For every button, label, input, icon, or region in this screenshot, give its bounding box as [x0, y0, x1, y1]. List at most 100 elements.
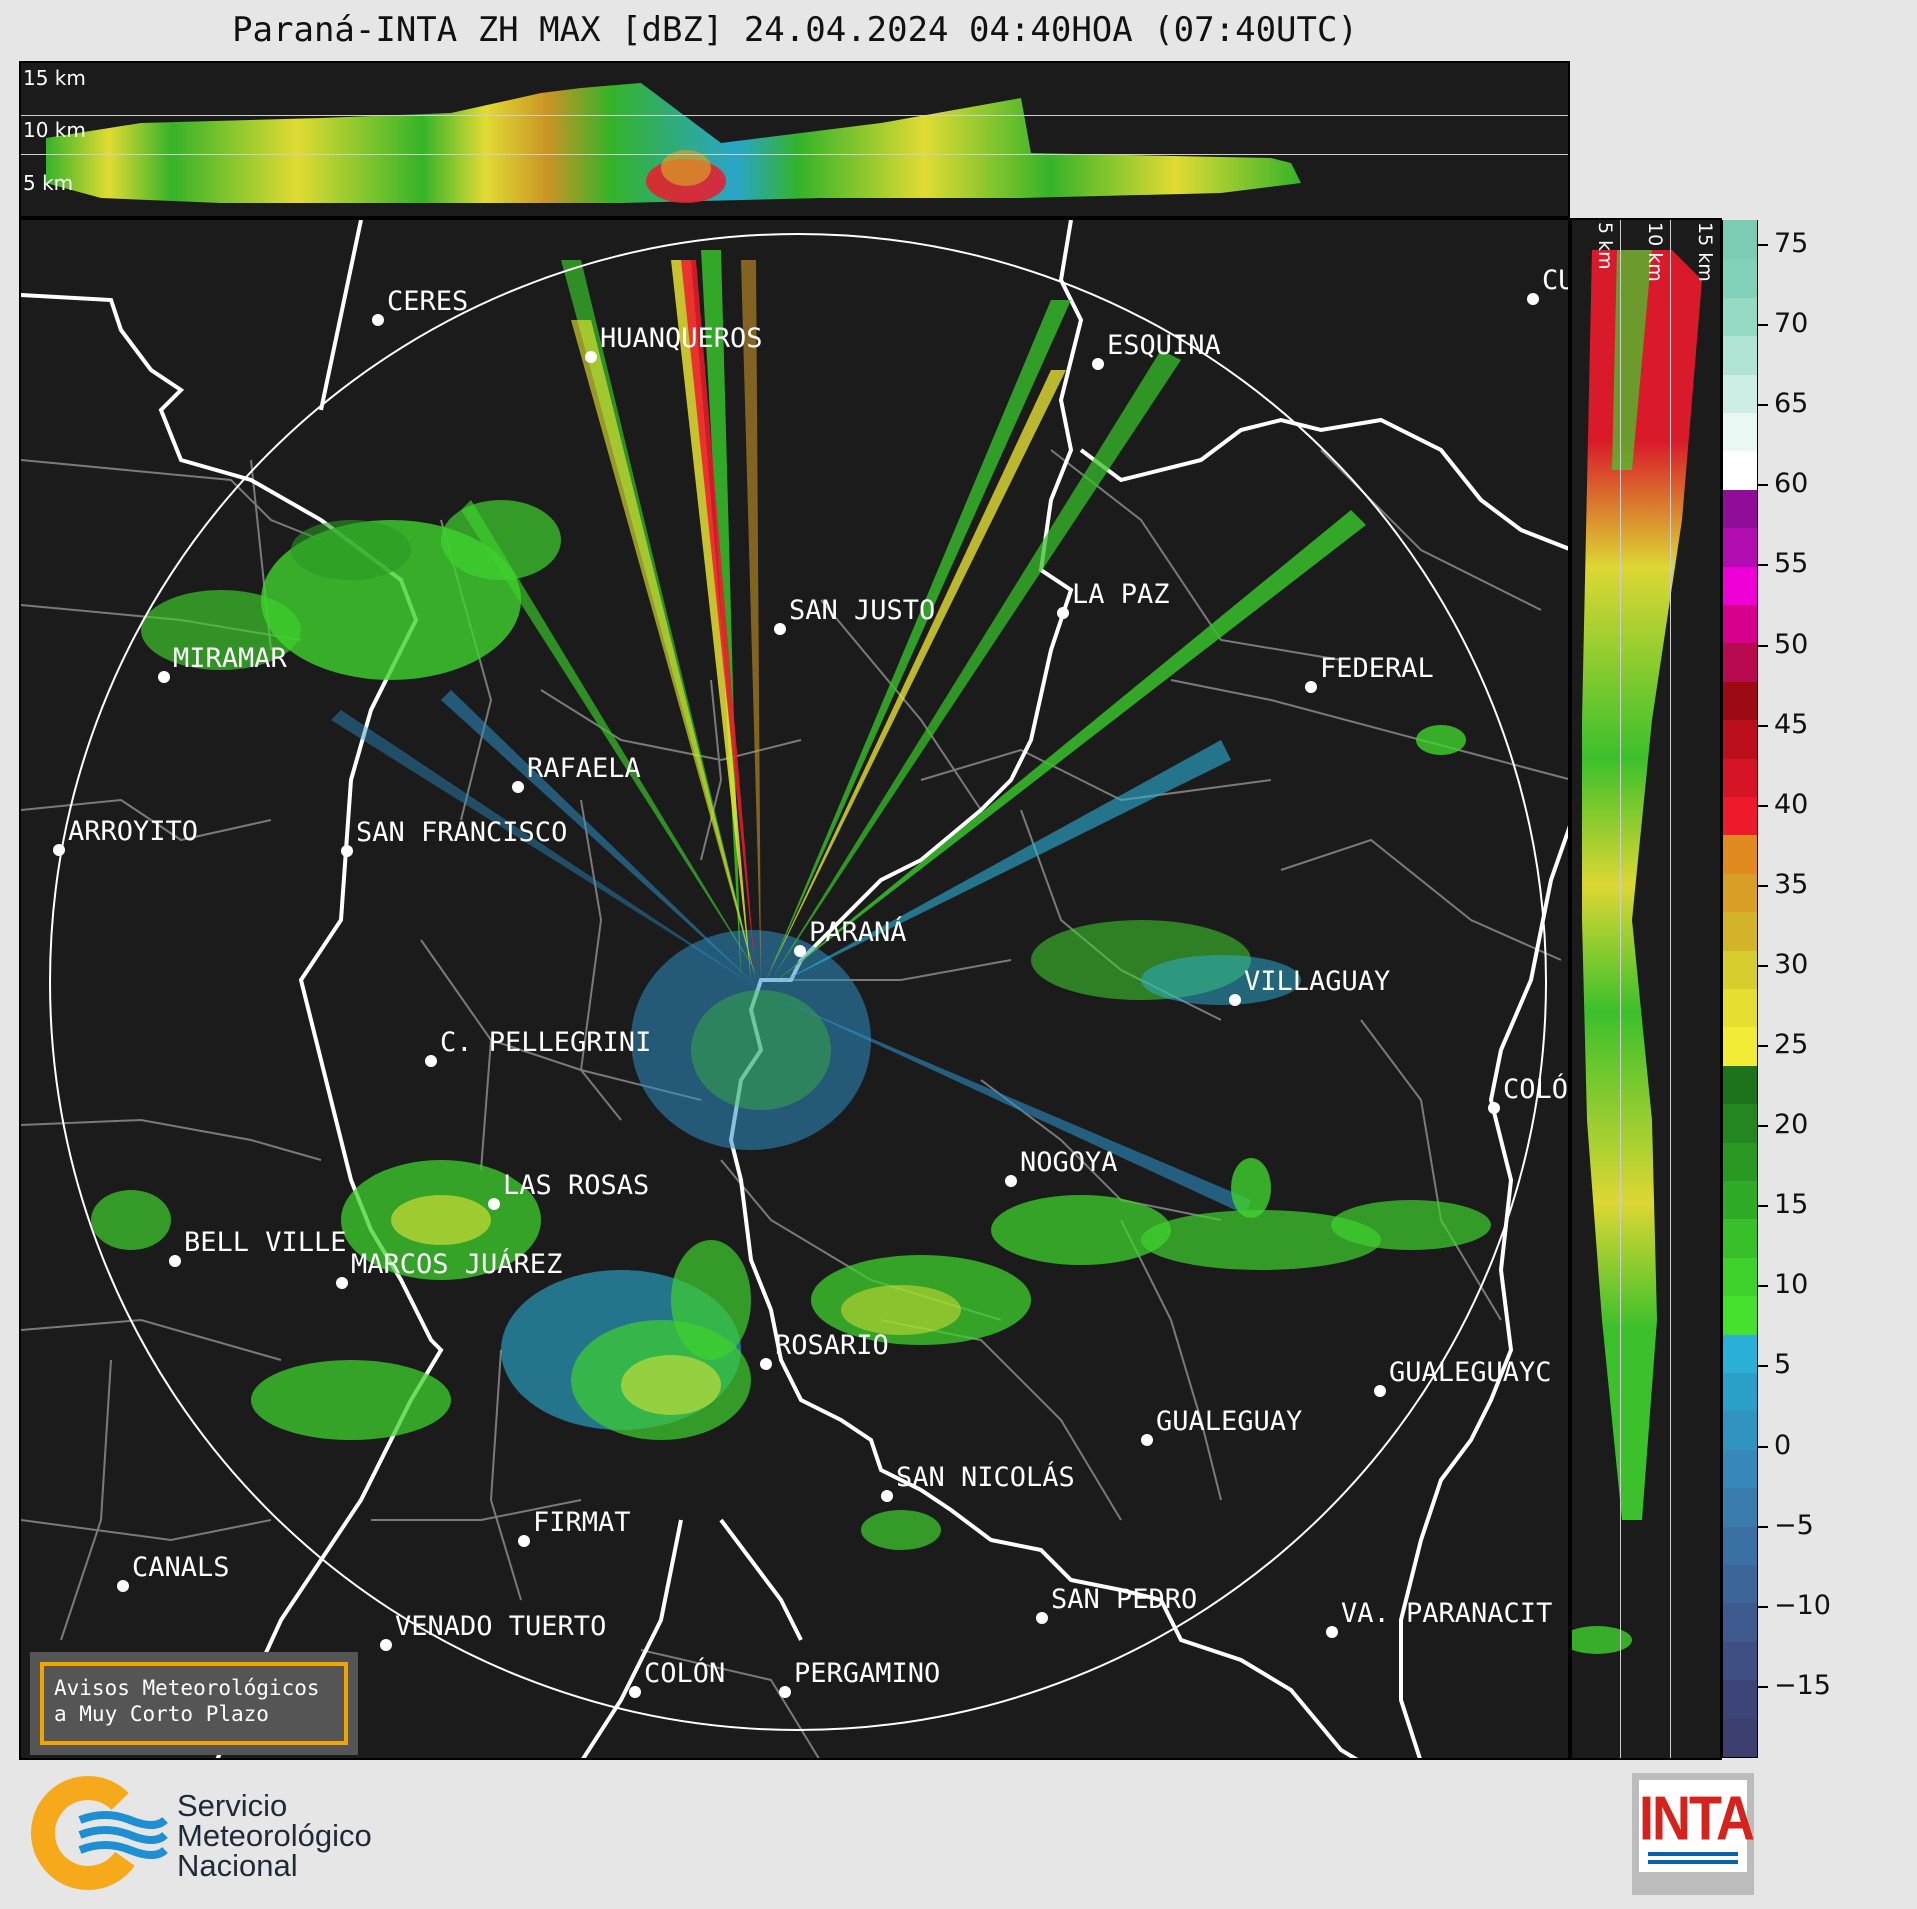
- city-label: ESQUINA: [1107, 330, 1221, 361]
- colorbar-step: [1723, 1142, 1757, 1181]
- city-label: NOGOYA: [1020, 1147, 1118, 1178]
- height-line-10km: [21, 154, 1568, 155]
- warning-line-2: a Muy Corto Plazo: [54, 1702, 269, 1726]
- city-marker: [512, 781, 524, 793]
- city-label: CERES: [387, 286, 468, 317]
- colorbar-step: [1723, 834, 1757, 874]
- city-marker: [380, 1639, 392, 1651]
- city-label: CU: [1542, 265, 1570, 296]
- city-marker: [779, 1686, 791, 1698]
- city-label: VILLAGUAY: [1244, 966, 1390, 997]
- city-label: CANALS: [132, 1552, 230, 1583]
- colorbar-tick-label: 40: [1774, 788, 1809, 820]
- inta-logo-text: INTA: [1639, 1784, 1755, 1854]
- city-marker: [1141, 1434, 1153, 1446]
- colorbar-tick-label: 55: [1774, 548, 1809, 580]
- inta-logo-bar-2: [1648, 1860, 1738, 1864]
- city-marker: [1527, 293, 1539, 305]
- colorbar-step: [1723, 1679, 1757, 1719]
- smn-text-line-1: Servicio: [177, 1788, 288, 1823]
- colorbar-tick: [1758, 884, 1768, 887]
- city-label: FEDERAL: [1320, 653, 1434, 684]
- colorbar-tick-label: 50: [1774, 628, 1809, 660]
- colorbar-tick: [1758, 1205, 1768, 1208]
- colorbar-step: [1723, 642, 1757, 682]
- city-marker: [760, 1358, 772, 1370]
- city-marker: [518, 1535, 530, 1547]
- colorbar-step: [1723, 1564, 1757, 1604]
- colorbar-tick-label: 65: [1774, 388, 1809, 420]
- colorbar-step: [1723, 681, 1757, 721]
- colorbar-step: [1723, 297, 1757, 337]
- colorbar-tick-label: 45: [1774, 708, 1809, 740]
- colorbar-tick: [1758, 404, 1768, 407]
- city-marker: [372, 314, 384, 326]
- city-marker: [341, 845, 353, 857]
- warning-box[interactable]: Avisos Meteorológicos a Muy Corto Plazo: [30, 1652, 358, 1755]
- city-label: HUANQUEROS: [600, 323, 763, 354]
- city-marker: [1092, 358, 1104, 370]
- city-marker: [1305, 681, 1317, 693]
- colorbar-step: [1723, 1487, 1757, 1527]
- colorbar-tick: [1758, 1365, 1768, 1368]
- colorbar-step: [1723, 758, 1757, 797]
- colorbar-tick-label: 30: [1774, 948, 1809, 980]
- colorbar-tick-label: 75: [1774, 228, 1809, 259]
- colorbar-tick-label: 0: [1774, 1429, 1792, 1461]
- colorbar-step: [1723, 1372, 1757, 1412]
- city-label: BELL VILLE: [184, 1227, 347, 1258]
- city-marker: [488, 1198, 500, 1210]
- city-label: SAN JUSTO: [789, 595, 935, 626]
- colorbar-step: [1723, 1180, 1757, 1220]
- colorbar-tick: [1758, 1685, 1768, 1688]
- smn-text-line-2: Meteorológico: [177, 1818, 372, 1853]
- city-label: ROSARIO: [775, 1330, 889, 1361]
- side-echo-profile: [1572, 250, 1702, 1654]
- colorbar-tick-label: 25: [1774, 1029, 1809, 1060]
- colorbar-step: [1723, 489, 1757, 529]
- city-label: MARCOS JUÁREZ: [351, 1248, 562, 1280]
- colorbar-tick-label: 60: [1774, 468, 1809, 500]
- city-label: FIRMAT: [533, 1507, 631, 1538]
- side-height-label-5km: 5 km: [1594, 222, 1616, 270]
- colorbar-step: [1723, 873, 1757, 913]
- colorbar-step: [1723, 796, 1757, 836]
- colorbar-step: [1723, 450, 1757, 490]
- warning-line-1: Avisos Meteorológicos: [54, 1676, 320, 1700]
- colorbar-tick: [1758, 724, 1768, 727]
- colorbar-step: [1723, 1103, 1757, 1143]
- colorbar-tick: [1758, 964, 1768, 967]
- department-boundaries: [21, 449, 1568, 1758]
- colorbar-step: [1723, 988, 1757, 1028]
- colorbar-tick: [1758, 484, 1768, 487]
- city-label: PARANÁ: [809, 916, 907, 948]
- colorbar-step: [1723, 1602, 1757, 1642]
- colorbar-tick: [1758, 1605, 1768, 1608]
- radar-map-panel: CERES HUANQUEROS ESQUINA CU MIRAMAR SAN JUSTO…: [19, 218, 1570, 1760]
- height-line-10km: [1670, 220, 1671, 1758]
- city-label: COLÓ: [1503, 1073, 1568, 1105]
- top-cross-section-panel: 15 km 10 km 5 km: [19, 61, 1570, 218]
- city-marker: [1326, 1626, 1338, 1638]
- city-label: SAN FRANCISCO: [356, 817, 567, 848]
- colorbar-step: [1723, 1334, 1757, 1373]
- colorbar-step: [1723, 258, 1757, 298]
- colorbar-tick-label: 5: [1774, 1349, 1792, 1381]
- colorbar-tick: [1758, 324, 1768, 327]
- colorbar-tick: [1758, 1125, 1768, 1128]
- colorbar-step: [1723, 1410, 1757, 1450]
- colorbar-tick-label: 10: [1774, 1269, 1809, 1301]
- colorbar-tick-label: −10: [1774, 1589, 1831, 1621]
- city-marker: [169, 1255, 181, 1267]
- colorbar-tick-label: 35: [1774, 868, 1809, 900]
- colorbar-step: [1723, 1526, 1757, 1565]
- city-label: SAN PEDRO: [1051, 1584, 1197, 1615]
- side-cross-section-panel: 5 km 10 km 15 km: [1570, 218, 1722, 1760]
- colorbar-tick-label: 15: [1774, 1189, 1809, 1221]
- colorbar-step: [1723, 1718, 1757, 1757]
- city-marker: [881, 1490, 893, 1502]
- colorbar-step: [1723, 911, 1757, 951]
- height-label-15km: 15 km: [23, 66, 86, 90]
- city-marker: [336, 1277, 348, 1289]
- height-label-5km: 5 km: [23, 171, 74, 195]
